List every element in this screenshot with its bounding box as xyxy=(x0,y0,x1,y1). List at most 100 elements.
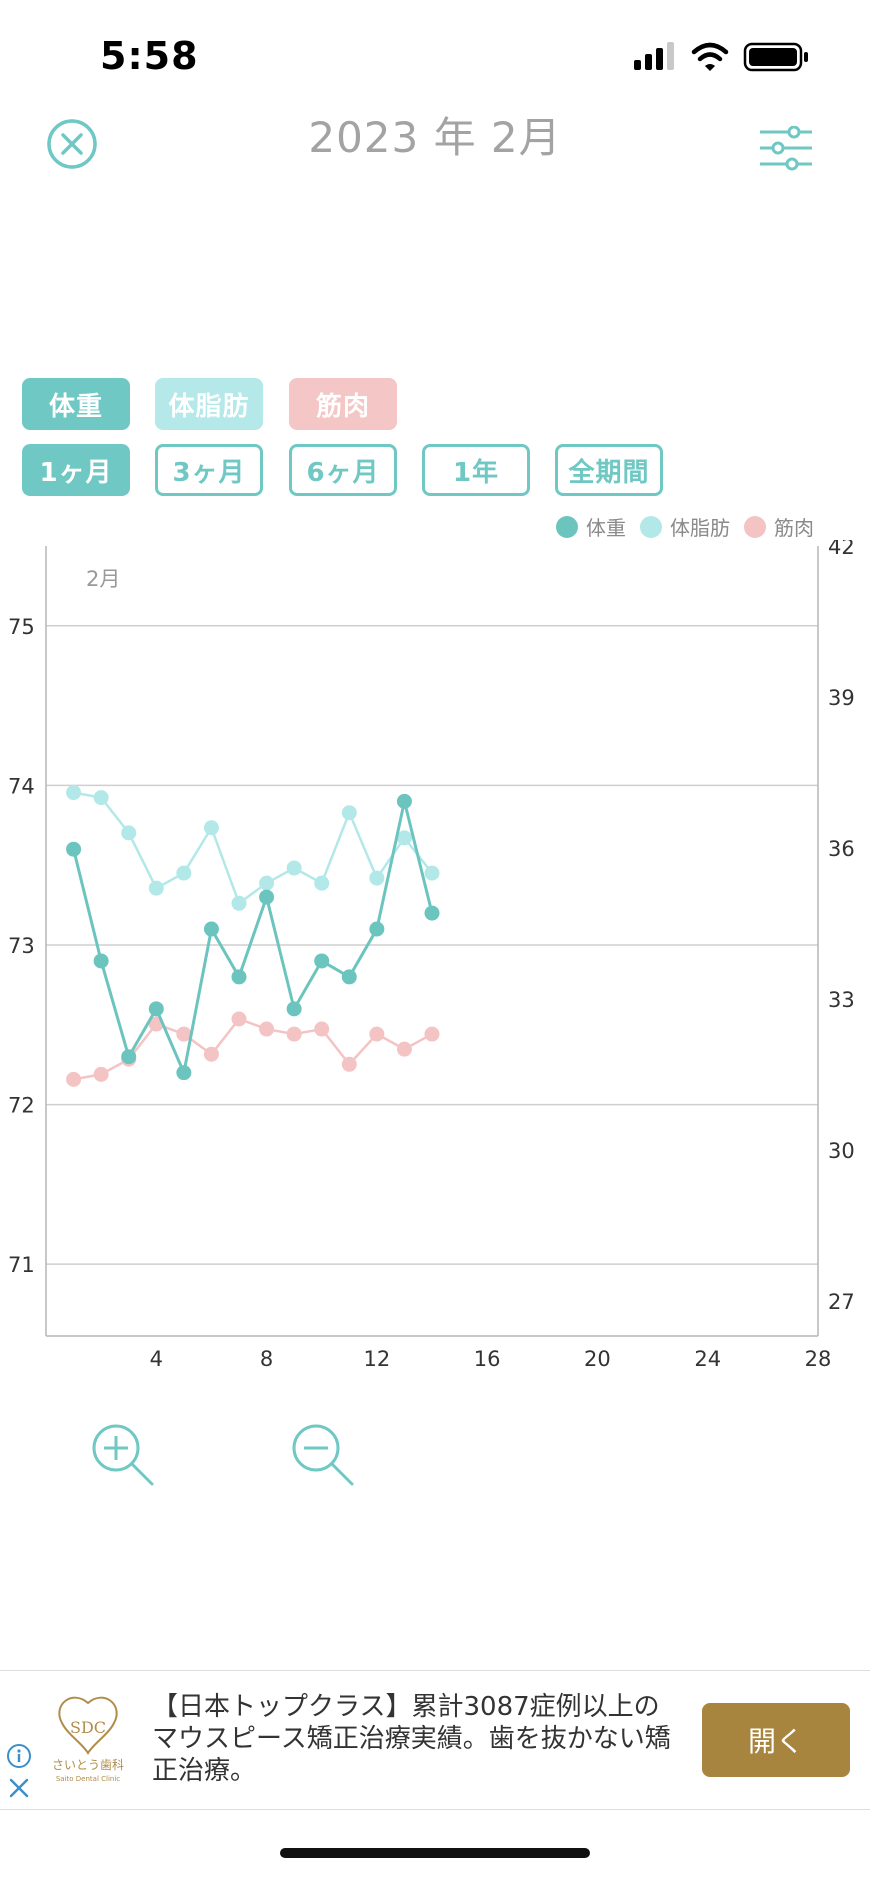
data-point-fat xyxy=(148,880,164,896)
svg-text:SDC: SDC xyxy=(70,1718,106,1737)
y-left-tick-label: 71 xyxy=(8,1253,35,1277)
data-point-weight xyxy=(93,953,109,969)
x-tick-label: 28 xyxy=(805,1347,832,1371)
y-left-tick-label: 75 xyxy=(8,615,35,639)
data-point-fat xyxy=(341,805,357,821)
y-right-tick-label: 36 xyxy=(828,837,855,861)
page-title: 2023 年 2月 xyxy=(308,113,562,162)
y-right-tick-label: 30 xyxy=(828,1139,855,1163)
zoom-out-button[interactable] xyxy=(288,1420,358,1490)
data-point-weight xyxy=(396,793,412,809)
data-point-fat xyxy=(396,830,412,846)
data-point-muscle xyxy=(314,1021,330,1037)
status-bar: 5:58 xyxy=(0,0,870,110)
data-point-fat xyxy=(121,825,137,841)
ad-text: 【日本トップクラス】累計3087症例以上のマウスピース矯正治療実績。歯を抜かない… xyxy=(152,1692,671,1786)
x-tick-label: 12 xyxy=(363,1347,390,1371)
chip-body-fat[interactable]: 体脂肪 xyxy=(155,378,263,430)
data-point-fat xyxy=(259,875,275,891)
legend-item-muscle: 筋肉 xyxy=(744,512,814,541)
data-point-weight xyxy=(286,1001,302,1017)
y-left-tick-label: 74 xyxy=(8,774,35,798)
zoom-out-icon xyxy=(292,1424,354,1486)
data-point-weight xyxy=(203,921,219,937)
ad-open-button[interactable]: 開く xyxy=(702,1703,850,1777)
data-point-fat xyxy=(176,865,192,881)
period-6-months[interactable]: 6ヶ月 xyxy=(289,444,397,496)
data-point-muscle xyxy=(176,1026,192,1042)
data-point-muscle xyxy=(231,1011,247,1027)
data-point-weight xyxy=(66,841,82,857)
sliders-icon xyxy=(760,125,812,171)
data-point-weight xyxy=(341,969,357,985)
y-right-tick-label: 42 xyxy=(828,540,855,559)
series-line-weight xyxy=(72,800,434,1078)
data-point-weight xyxy=(231,969,247,985)
data-point-weight xyxy=(369,921,385,937)
x-tick-label: 20 xyxy=(584,1347,611,1371)
legend-label-weight: 体重 xyxy=(586,516,626,540)
y-right-tick-label: 33 xyxy=(828,988,855,1012)
ad-banner[interactable]: SDC さいとう歯科 Saito Dental Clinic 【日本トップクラス… xyxy=(0,1670,870,1810)
chip-weight[interactable]: 体重 xyxy=(22,378,130,430)
data-point-weight xyxy=(176,1065,192,1081)
data-point-weight xyxy=(424,905,440,921)
close-icon xyxy=(47,119,97,169)
chip-muscle[interactable]: 筋肉 xyxy=(289,378,397,430)
series-line-fat xyxy=(73,791,433,906)
zoom-in-button[interactable] xyxy=(88,1420,158,1490)
x-tick-label: 8 xyxy=(260,1347,273,1371)
data-point-fat xyxy=(93,790,109,806)
chart-legend: 体重 体脂肪 筋肉 xyxy=(542,512,814,541)
y-right-tick-label: 27 xyxy=(828,1290,855,1314)
data-point-fat xyxy=(231,895,247,911)
ad-logo: SDC さいとう歯科 Saito Dental Clinic xyxy=(42,1693,134,1785)
legend-dot-weight xyxy=(556,515,578,538)
period-all[interactable]: 全期間 xyxy=(555,444,663,496)
ad-close-button[interactable] xyxy=(6,1775,32,1801)
wifi-icon xyxy=(691,42,729,71)
data-point-muscle xyxy=(341,1056,357,1072)
period-1-year[interactable]: 1年 xyxy=(422,444,530,496)
legend-dot-muscle xyxy=(744,515,766,538)
data-point-weight xyxy=(148,1001,164,1017)
x-tick-label: 4 xyxy=(150,1347,163,1371)
filter-settings-button[interactable] xyxy=(758,125,814,172)
ad-info-button[interactable] xyxy=(6,1743,32,1769)
data-point-muscle xyxy=(286,1026,302,1042)
data-point-fat xyxy=(314,875,330,891)
data-point-muscle xyxy=(259,1021,275,1037)
x-tick-label: 16 xyxy=(474,1347,501,1371)
legend-dot-fat xyxy=(640,515,662,538)
data-point-muscle xyxy=(424,1026,440,1042)
close-button[interactable] xyxy=(46,118,98,170)
x-tick-label: 24 xyxy=(694,1347,721,1371)
ad-logo-name: さいとう歯科 xyxy=(52,1758,124,1772)
legend-label-muscle: 筋肉 xyxy=(774,516,814,540)
data-point-fat xyxy=(66,785,82,801)
data-point-muscle xyxy=(203,1046,219,1062)
data-point-weight xyxy=(314,953,330,969)
body-composition-chart: 75 74 73 72 71 42 39 36 33 30 27 4 8 12 16 20 24 28 2月 xyxy=(8,540,855,1371)
data-point-muscle xyxy=(66,1071,82,1087)
period-1-month[interactable]: 1ヶ月 xyxy=(22,444,130,496)
legend-label-fat: 体脂肪 xyxy=(670,516,730,540)
y-left-tick-label: 73 xyxy=(8,934,35,958)
data-point-fat xyxy=(424,865,440,881)
ad-logo-sub: Saito Dental Clinic xyxy=(56,1775,120,1783)
zoom-in-icon xyxy=(92,1424,154,1486)
data-point-muscle xyxy=(369,1026,385,1042)
chart-month-label: 2月 xyxy=(86,567,120,591)
period-3-months[interactable]: 3ヶ月 xyxy=(155,444,263,496)
home-indicator xyxy=(280,1848,590,1858)
data-point-muscle xyxy=(396,1041,412,1057)
data-point-weight xyxy=(259,889,275,905)
data-point-fat xyxy=(369,870,385,886)
y-left-tick-label: 72 xyxy=(8,1094,35,1118)
legend-item-fat: 体脂肪 xyxy=(640,512,730,541)
data-point-muscle xyxy=(93,1066,109,1082)
data-point-weight xyxy=(121,1049,137,1065)
status-icons xyxy=(634,40,810,78)
close-icon xyxy=(9,1778,29,1798)
data-point-fat xyxy=(203,820,219,836)
